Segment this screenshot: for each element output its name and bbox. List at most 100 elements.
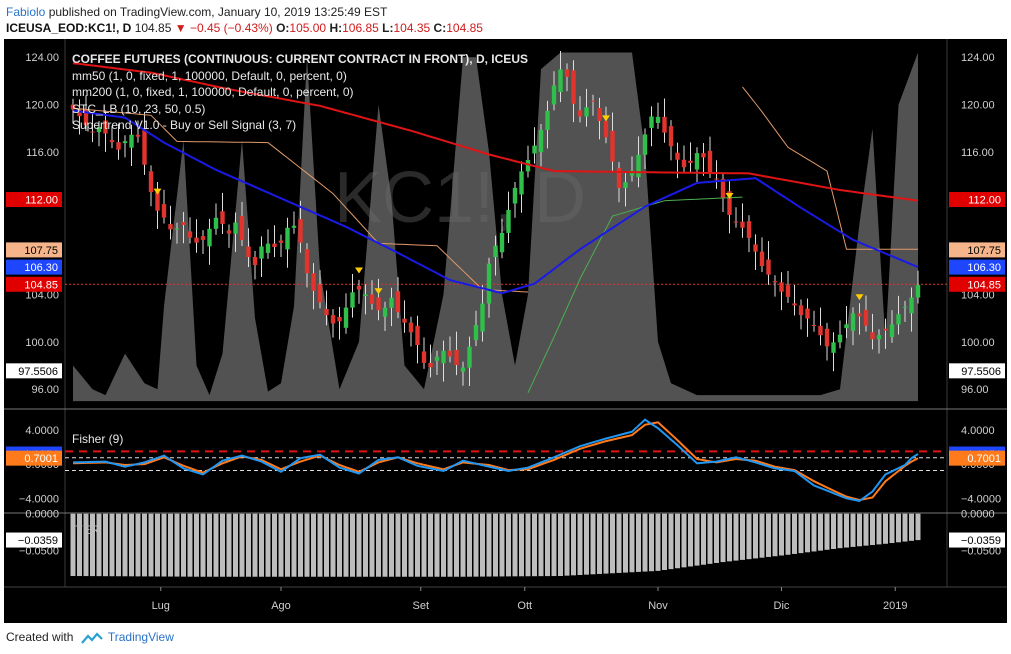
iter-bar: [610, 513, 615, 574]
candle: [304, 243, 310, 288]
candle: [785, 270, 791, 303]
iter-bar: [298, 513, 303, 577]
price-badge-right-bg: [949, 363, 1005, 379]
candle-body: [863, 309, 869, 326]
candle: [467, 336, 472, 386]
iter-histogram: [70, 513, 921, 577]
iter-bar: [363, 513, 368, 577]
iter-bar: [532, 513, 537, 577]
candle: [870, 313, 875, 350]
candle: [655, 102, 661, 129]
time-tick-label: 2019: [883, 600, 907, 612]
candle: [558, 50, 563, 103]
fisher-pane-label[interactable]: Fisher (9): [72, 432, 124, 446]
candle: [506, 191, 511, 244]
candle: [239, 201, 245, 246]
iter-bar: [142, 513, 147, 577]
candle-body: [629, 170, 635, 176]
price-badge-right-text: 107.75: [967, 245, 1001, 257]
candle: [876, 329, 882, 354]
iter-bar: [746, 513, 752, 560]
candle: [122, 135, 128, 158]
iter-bar: [668, 513, 674, 570]
iter-bar: [902, 513, 908, 542]
candle-body: [870, 332, 875, 340]
iter-bar: [876, 513, 882, 545]
candle-body: [460, 367, 466, 372]
candle-body: [473, 325, 479, 341]
candle: [850, 307, 856, 346]
iter-bar: [285, 513, 290, 577]
iter-bar: [499, 513, 505, 577]
iter-bar: [291, 513, 297, 577]
iter-bar: [116, 513, 121, 577]
time-tick-label: Nov: [648, 600, 668, 612]
candle-body: [434, 356, 440, 361]
legend-supertrend[interactable]: Supertrend V1.0 - Buy or Sell Signal (3,…: [72, 118, 297, 132]
candle: [902, 300, 908, 322]
iter-bar: [857, 513, 862, 547]
candle: [207, 218, 212, 265]
iter-bar: [233, 513, 238, 577]
iter-bar: [421, 513, 427, 577]
candle-body: [889, 324, 895, 337]
iter-bar: [161, 513, 167, 577]
iter-pane-label[interactable]: ITER: [72, 523, 100, 537]
iter-bar: [460, 513, 466, 577]
candle-body: [818, 325, 823, 336]
candle-body: [298, 219, 303, 243]
legend-mm200[interactable]: mm200 (1, 0, fixed, 1, 100000, Default, …: [72, 85, 354, 99]
price-tick-left: 100.00: [25, 337, 59, 349]
iter-bar: [311, 513, 316, 577]
price-badge-right: 106.30: [949, 259, 1005, 275]
iter-bar: [246, 513, 251, 577]
author-link[interactable]: Fabiolo: [6, 5, 46, 19]
iter-bar: [415, 513, 420, 577]
iter-bar: [473, 513, 479, 577]
candle: [285, 217, 290, 268]
candle: [103, 110, 108, 152]
iter-bar: [512, 513, 518, 577]
iter-bar: [525, 513, 531, 577]
candle-body: [382, 307, 388, 317]
iter-bar: [850, 513, 856, 547]
candle: [577, 96, 583, 123]
candle-body: [824, 328, 830, 347]
tradingview-brand-link[interactable]: TradingView: [107, 630, 174, 644]
iter-bar: [265, 513, 271, 577]
iter-bar: [844, 513, 849, 548]
symbol-name: ICEUSA_EOD:KC1!, D: [6, 21, 132, 35]
candle-body: [220, 211, 225, 224]
iter-badge-left-text: −0.0359: [18, 535, 58, 547]
legend-mm50[interactable]: mm50 (1, 0, fixed, 1, 100000, Default, 0…: [72, 68, 347, 83]
candle-body: [252, 256, 258, 266]
iter-bar: [181, 513, 186, 577]
iter-bar: [727, 513, 732, 562]
candle: [109, 125, 115, 149]
legend-stc[interactable]: STC_LB (10, 23, 50, 0.5): [72, 101, 206, 116]
iter-bar: [779, 513, 784, 556]
price-badge-left-text: 97.5506: [18, 366, 58, 378]
iter-bar: [681, 513, 687, 568]
sell-signal-icon: [602, 115, 610, 122]
candle: [746, 215, 752, 253]
price-tick-right: 116.00: [961, 147, 994, 159]
iter-badge-left: −0.0359: [6, 532, 62, 548]
candle: [545, 100, 550, 149]
iter-bar: [506, 513, 511, 577]
main-legend: COFFEE FUTURES (CONTINUOUS: CURRENT CONT…: [72, 51, 528, 134]
chart-canvas[interactable]: 96.0096.00100.00100.00104.00104.00108.00…: [4, 39, 1007, 623]
price-badge-left-text: 112.00: [25, 195, 58, 207]
iter-bar: [707, 513, 713, 564]
chart-area[interactable]: KC1!, D 96.0096.00100.00100.00104.00104.…: [4, 39, 1007, 623]
price-tick-right: 100.00: [961, 337, 995, 349]
iter-bar: [454, 513, 459, 577]
price-badge-right: 107.75: [949, 242, 1005, 258]
candle-body: [246, 246, 251, 257]
price-tick-left: 96.00: [31, 384, 59, 396]
iter-bar: [428, 513, 433, 577]
iter-bar: [376, 513, 381, 577]
candle: [460, 361, 466, 386]
candle: [642, 128, 648, 170]
candle-body: [363, 294, 368, 297]
